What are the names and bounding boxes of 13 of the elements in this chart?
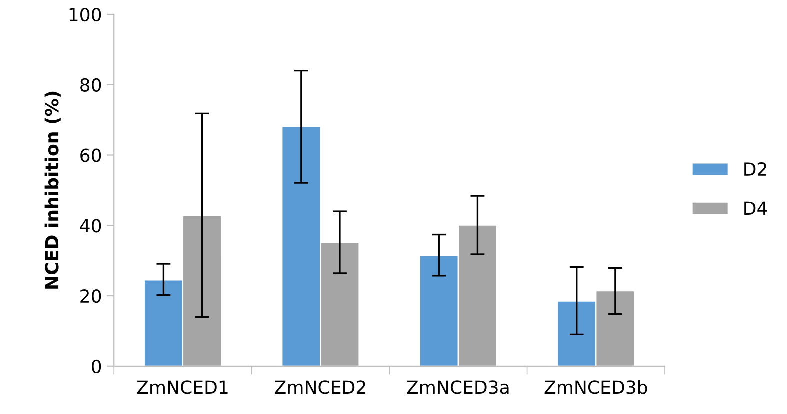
legend-label: D2	[744, 162, 766, 176]
y-tick-label: 80	[80, 78, 102, 92]
x-tick-label: ZmNCED1	[137, 380, 228, 394]
x-tick-label: ZmNCED3a	[407, 380, 509, 394]
x-tick-label: ZmNCED3b	[544, 380, 648, 394]
y-tick-label: 100	[70, 8, 102, 22]
x-tick-label: ZmNCED2	[275, 380, 366, 394]
legend-label: D4	[744, 202, 768, 215]
y-tick-label: 40	[80, 219, 102, 233]
y-tick-label: 0	[92, 360, 102, 374]
y-axis-title: NCED inhibition (%)	[44, 92, 61, 289]
y-tick-label: 60	[80, 148, 102, 162]
y-tick-label: 20	[80, 289, 102, 304]
